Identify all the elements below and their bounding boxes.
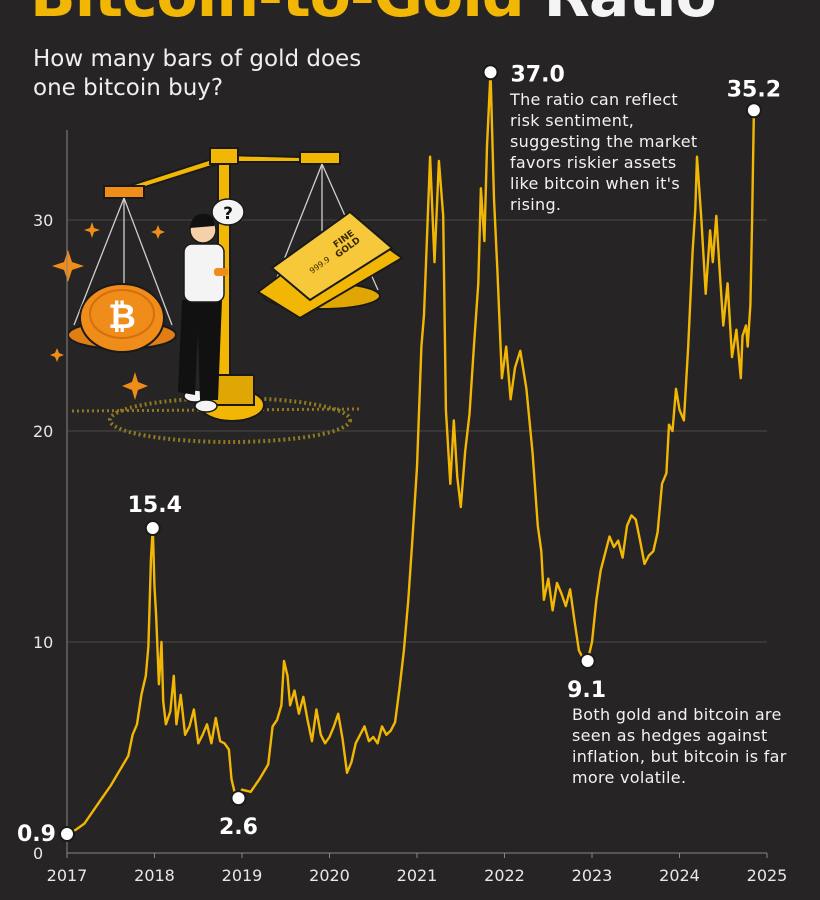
peak-annotation-text: The ratio can reflect risk sentiment, su… [510,90,698,214]
sparkle-icon [122,372,148,400]
annotation-value-label: 37.0 [511,62,565,87]
page-title: Bitcoin-to-Gold Ratio [30,0,717,26]
x-tick-label: 2020 [309,866,350,885]
x-tick-label: 2024 [659,866,700,885]
x-tick-label: 2022 [484,866,525,885]
x-tick-label: 2023 [572,866,613,885]
annotation-value-label: 35.2 [727,77,781,102]
title-white-part: Ratio [524,0,717,31]
sparkle-icon [52,250,84,282]
bitcoin-coin [79,283,165,353]
y-tick-label: 30 [33,211,53,230]
chart-annotations: 0.9 15.4 2.6 37.0 9.1 35.2 [17,62,781,847]
annotation-value-label: 0.9 [17,822,56,847]
y-tick-label: 0 [33,844,43,863]
question-mark-icon: ? [223,204,233,224]
annotation-value-label: 9.1 [567,678,606,703]
annotation-value-label: 2.6 [219,815,258,840]
thinking-person: ? [178,198,245,413]
sparkle-icon [84,222,100,238]
chart-axes: 0 10 20 30 2017 2018 2019 2020 2021 2022 2023 2024 2… [33,130,787,885]
annotation-marker [745,102,762,119]
annotation-marker [482,64,499,81]
title-gold-part: Bitcoin-to-Gold [30,0,525,31]
page-subtitle: How many bars of gold does one bitcoin b… [33,46,362,101]
sparkle-icon [50,348,64,362]
y-tick-label: 10 [33,633,53,652]
low-annotation-text: Both gold and bitcoin are seen as hedges… [572,705,787,787]
x-tick-label: 2019 [222,866,263,885]
annotation-marker [59,826,75,843]
series-line [66,71,756,836]
x-tick-label: 2025 [747,866,788,885]
annotation-value-label: 15.4 [128,493,182,518]
x-tick-label: 2017 [47,866,88,885]
x-tick-label: 2018 [134,866,175,885]
chart-series [66,71,756,836]
chart-gridlines [67,219,767,643]
annotation-marker [230,790,247,807]
annotation-marker [579,652,596,669]
sparkle-icon [151,225,165,239]
scale-illustration: ₿ FINE GOLD 999.9 ? [50,147,404,444]
y-tick-label: 20 [33,422,53,441]
x-tick-label: 2021 [397,866,438,885]
annotation-marker [144,520,161,537]
bitcoin-symbol-icon: ₿ [108,297,136,337]
